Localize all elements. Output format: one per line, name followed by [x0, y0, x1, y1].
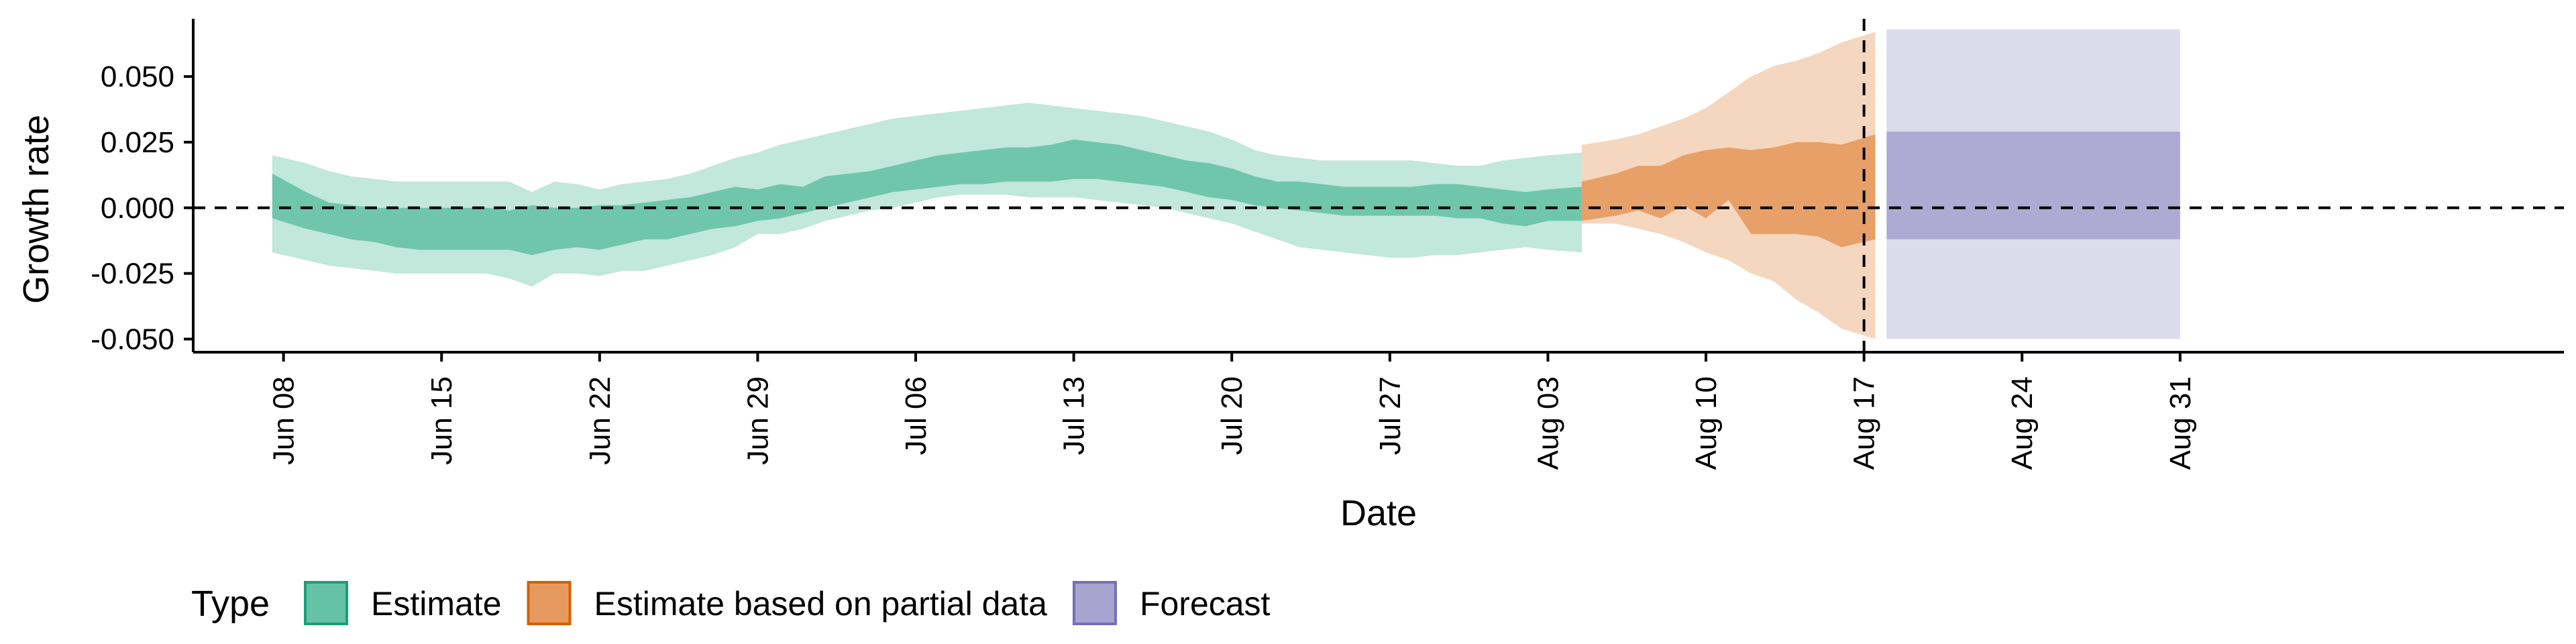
forecast-legend-swatch [1072, 581, 1117, 625]
y-tick-label: 0.050 [101, 60, 174, 93]
x-tick-label: Jul 27 [1374, 376, 1407, 455]
estimate-legend-label: Estimate [371, 585, 502, 623]
y-tick-label: 0.000 [101, 192, 174, 225]
legend-title: Type [191, 584, 270, 624]
y-tick-label: -0.050 [91, 323, 174, 356]
x-tick-label: Jun 29 [741, 376, 774, 465]
x-axis-title: Date [1340, 493, 1417, 533]
y-axis-title: Growth rate [16, 115, 56, 304]
x-tick-label: Jul 13 [1058, 376, 1091, 455]
estimate-based-on-partial-data-legend-swatch [527, 581, 572, 625]
x-tick-label: Aug 31 [2164, 376, 2197, 470]
legend-items: Estimate Estimate based on partial data Fo… [304, 581, 1271, 625]
x-tick-label: Aug 10 [1690, 376, 1723, 470]
y-tick-label: 0.025 [101, 126, 174, 159]
x-tick-label: Aug 03 [1532, 376, 1564, 470]
x-axis-ticks: Jun 08 Jun 15 Jun 22 Jun 29 Jul 06 Jul 13 Jul … [268, 352, 2197, 470]
estimate-based-on-partial-data-inner-band [1581, 134, 1876, 248]
x-tick-label: Aug 24 [2006, 376, 2039, 470]
x-tick-label: Jun 15 [425, 376, 458, 465]
y-axis-ticks: 0.050 0.025 0.000 -0.025 -0.050 [91, 60, 193, 356]
bands-layer [272, 29, 2180, 339]
x-tick-label: Aug 17 [1848, 376, 1881, 470]
forecast-legend-label: Forecast [1140, 585, 1271, 623]
x-tick-label: Jul 20 [1216, 376, 1248, 455]
estimate-based-on-partial-data-legend-label: Estimate based on partial data [594, 585, 1048, 623]
estimate-inner-band [272, 140, 1582, 256]
forecast-inner-band [1886, 131, 2180, 239]
x-tick-label: Jul 06 [900, 376, 932, 455]
x-tick-label: Jun 22 [584, 376, 616, 465]
estimate-legend-swatch [304, 581, 348, 625]
legend: Type Estimate Estimate based on partial d… [191, 581, 1271, 625]
x-tick-label: Jun 08 [268, 376, 301, 465]
y-tick-label: -0.025 [91, 258, 174, 290]
